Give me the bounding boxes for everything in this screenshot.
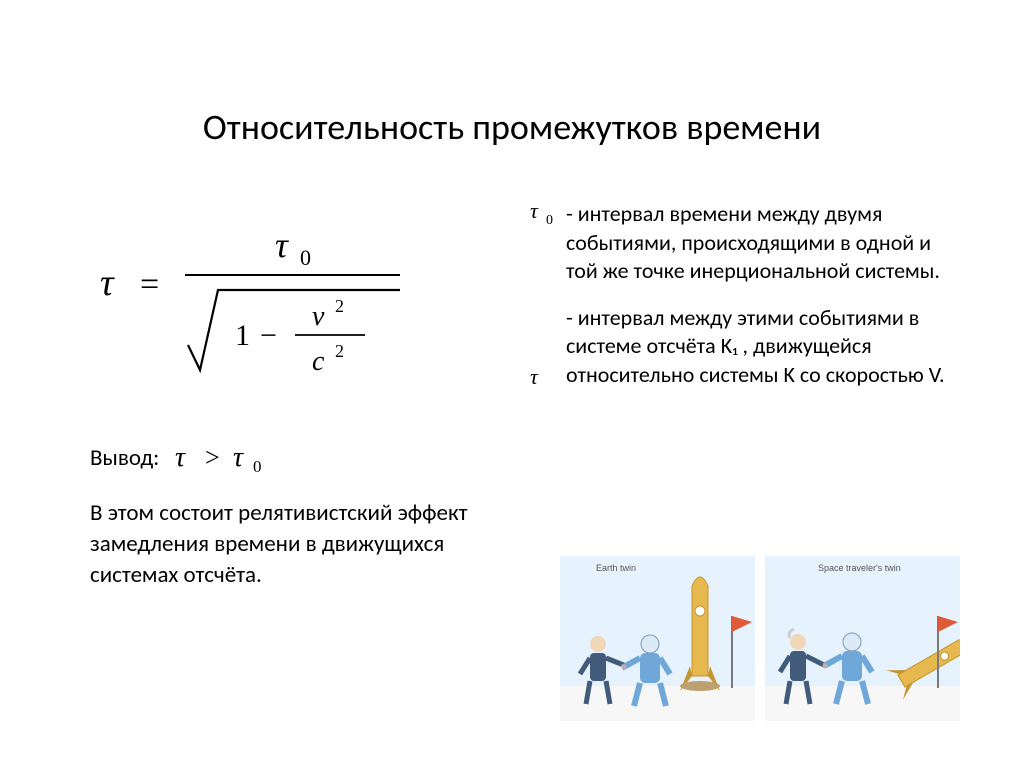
svg-text:−: − (260, 319, 277, 352)
def-tau0-text: - интервал времени между двумя событиями… (566, 200, 940, 284)
tau-symbol: τ (530, 364, 554, 398)
svg-text:0: 0 (300, 245, 311, 270)
svg-text:Space traveler's twin: Space traveler's twin (818, 563, 901, 573)
svg-text:τ: τ (275, 225, 289, 265)
def-tau: τ - интервал между этими событиями в сис… (530, 304, 960, 390)
conclusion-block: Вывод: τ > τ 0 В этом состоит релятивист… (90, 440, 470, 591)
svg-text:0: 0 (546, 213, 553, 228)
conclusion-inequality: τ > τ 0 (175, 440, 285, 476)
svg-text:1: 1 (235, 319, 250, 352)
svg-text:0: 0 (253, 457, 262, 476)
svg-text:>: > (205, 443, 220, 472)
page-title: Относительность промежутков времени (0, 105, 1024, 149)
svg-text:2: 2 (335, 296, 344, 316)
definitions-list: τ 0 - интервал времени между двумя событ… (530, 200, 960, 408)
svg-text:τ: τ (233, 442, 244, 473)
svg-text:τ: τ (175, 442, 186, 473)
equals-sign: = (140, 266, 159, 303)
def-tau0: τ 0 - интервал времени между двумя событ… (530, 200, 960, 286)
twins-illustration: Earth twin (560, 556, 960, 721)
tau0-symbol: τ 0 (530, 200, 564, 236)
svg-text:τ: τ (530, 364, 539, 389)
svg-text:2: 2 (335, 341, 344, 361)
svg-text:τ: τ (100, 262, 115, 304)
panel-return: Space traveler's twin (765, 556, 960, 721)
svg-text:v: v (312, 301, 325, 332)
panel-departure: Earth twin (560, 556, 755, 721)
svg-text:c: c (312, 346, 325, 377)
conclusion-label: Вывод: (90, 444, 159, 472)
svg-text:τ: τ (530, 200, 539, 223)
svg-text:Earth twin: Earth twin (596, 563, 636, 573)
def-tau-text: - интервал между этими событиями в систе… (566, 304, 945, 388)
conclusion-text: В этом состоит релятивистский эффект зам… (90, 498, 470, 591)
time-dilation-formula: τ = τ 0 1 − v 2 c 2 (100, 205, 430, 385)
